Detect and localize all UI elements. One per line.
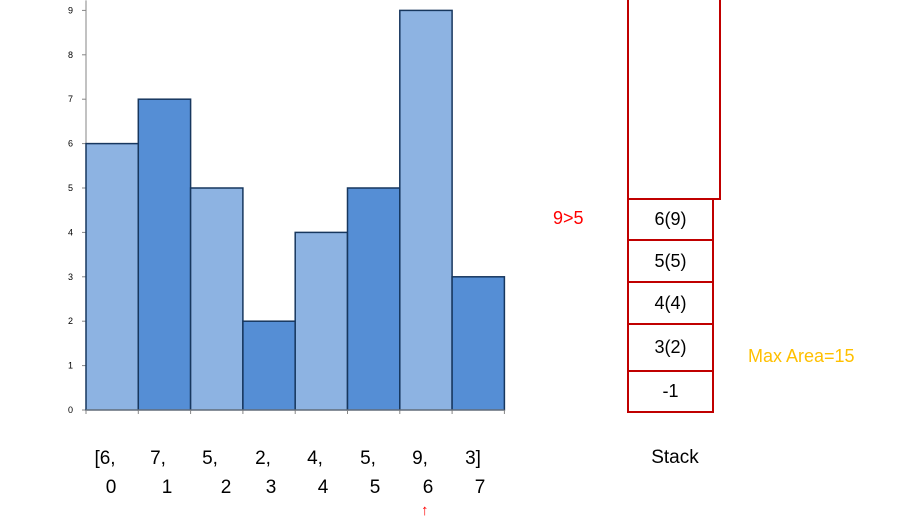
- bar-7: [451, 276, 506, 411]
- array-index-2: 2: [220, 477, 232, 498]
- bar-3: [242, 320, 296, 411]
- bar-1: [137, 98, 192, 411]
- array-index-7: 7: [474, 477, 486, 498]
- stack-label: Stack: [651, 447, 699, 468]
- bar-4: [294, 231, 349, 411]
- y-tick-label: 2: [68, 316, 73, 326]
- bar-5: [346, 187, 401, 411]
- array-value-3: 2,: [255, 448, 271, 469]
- array-value-2: 5,: [202, 448, 218, 469]
- histogram-chart: 0 1 2 3 4 5 6 7 8 9: [68, 0, 506, 415]
- array-value-0: [6,: [94, 448, 116, 469]
- array-index-5: 5: [369, 477, 381, 498]
- array-index-1: 1: [161, 477, 173, 498]
- max-area-annotation: Max Area=15: [748, 346, 855, 366]
- stack-empty-area: [627, 0, 721, 200]
- stack-cell: 3(2): [627, 325, 714, 372]
- y-tick-label: 9: [68, 5, 73, 15]
- array-value-4: 4,: [307, 448, 323, 469]
- bar-2: [189, 187, 244, 411]
- stack-cell: -1: [627, 372, 714, 413]
- y-tick-label: 6: [68, 139, 73, 149]
- bar-6: [399, 9, 453, 411]
- y-tick-label: 1: [68, 361, 73, 371]
- array-value-6: 9,: [412, 448, 428, 469]
- stack-cell: 5(5): [627, 241, 714, 283]
- array-index-0: 0: [105, 477, 117, 498]
- stack-cell: 4(4): [627, 283, 714, 325]
- y-tick-label: 5: [68, 183, 73, 193]
- array-value-7: 3]: [465, 448, 481, 469]
- stack-cell: 6(9): [627, 198, 714, 241]
- y-tick-label: 0: [68, 405, 73, 415]
- array-value-5: 5,: [360, 448, 376, 469]
- array-index-6: 6: [422, 477, 434, 498]
- comparison-annotation: 9>5: [553, 208, 584, 228]
- y-tick-label: 8: [68, 50, 73, 60]
- bar-0: [85, 142, 140, 411]
- array-index-4: 4: [317, 477, 329, 498]
- current-index-pointer: ↑: [421, 502, 429, 519]
- y-tick-label: 7: [68, 94, 73, 104]
- array-value-1: 7,: [150, 448, 166, 469]
- array-index-3: 3: [265, 477, 277, 498]
- y-tick-label: 3: [68, 272, 73, 282]
- y-tick-label: 4: [68, 227, 73, 237]
